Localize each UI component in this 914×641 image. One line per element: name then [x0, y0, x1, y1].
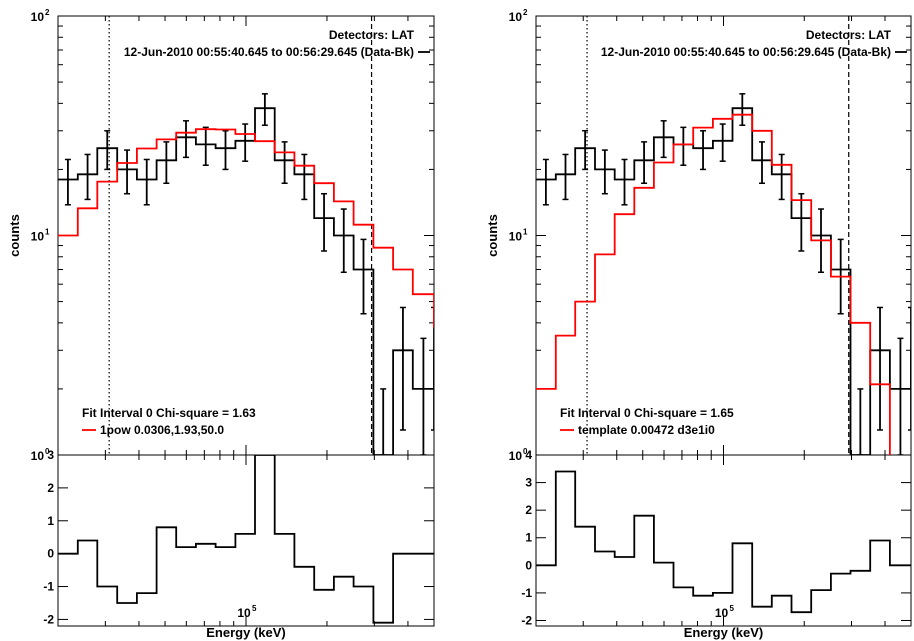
- residual-y-tick-label: 0: [47, 547, 54, 561]
- y-tick-label-exp: 2: [45, 8, 50, 17]
- y-tick-label-base: 10: [509, 230, 523, 244]
- model-legend-label: 1pow 0.0306,1.93,50.0: [100, 423, 224, 437]
- model-legend-label: template 0.00472 d3e1i0: [578, 423, 715, 437]
- y-ticks: [58, 15, 434, 456]
- y-axis-label: counts: [7, 214, 22, 257]
- residual-histogram: [536, 470, 911, 614]
- x-tick-label-exp: 5: [252, 604, 257, 613]
- detectors-label: Detectors: LAT: [329, 28, 415, 42]
- y-axis-label: counts: [485, 214, 500, 257]
- model-series: [536, 113, 891, 455]
- data-histogram: [536, 107, 911, 455]
- y-tick-label: 10 2: [509, 8, 528, 24]
- residual-y-tick-label: 1: [525, 531, 532, 545]
- model-series: [58, 128, 434, 328]
- y-tick-label: 10 1: [509, 228, 528, 244]
- x-tick-label: 10 5: [715, 604, 735, 620]
- residual-y-tick-label: 2: [47, 481, 54, 495]
- y-tick-label-exp: 1: [45, 228, 50, 237]
- residual-y-tick-label: 1: [47, 514, 54, 528]
- x-tick-label-exp: 5: [730, 604, 735, 613]
- model-histogram: [58, 128, 434, 328]
- x-axis-label: Energy (keV): [206, 625, 285, 640]
- residual-y-tick-label: -2: [521, 613, 532, 627]
- residual-plot-frame: [57, 454, 435, 627]
- residual-series: [536, 470, 911, 614]
- interval-label: 12-Jun-2010 00:55:40.645 to 00:56:29.645…: [601, 45, 891, 59]
- fit-interval-label: Fit Interval 0 Chi-square = 1.63: [82, 406, 256, 420]
- x-ticks: [535, 16, 912, 626]
- y-tick-label: 10 0: [509, 447, 528, 463]
- y-tick-label: 10 2: [31, 8, 50, 24]
- y-tick-label-base: 10: [31, 230, 45, 244]
- residual-y-tick-label: 2: [525, 503, 532, 517]
- y-tick-label-exp: 2: [523, 8, 528, 17]
- fit-interval-label: Fit Interval 0 Chi-square = 1.65: [560, 406, 734, 420]
- y-tick-label-exp: 1: [523, 228, 528, 237]
- residual-y-tick-label: 3: [525, 476, 532, 490]
- x-tick-label: 10 5: [237, 604, 257, 620]
- residual-y-tick-label: 3: [47, 448, 54, 462]
- y-tick-label-exp: 0: [45, 447, 50, 456]
- residual-y-tick-label: 0: [525, 558, 532, 572]
- x-ticks: [57, 16, 435, 626]
- x-tick-label-base: 10: [237, 606, 251, 620]
- y-tick-label-base: 10: [31, 10, 45, 24]
- residual-y-tick-label: -1: [43, 580, 54, 594]
- model-histogram: [536, 113, 891, 455]
- residual-histogram: [58, 455, 434, 624]
- y-tick-label: 10 1: [31, 228, 50, 244]
- main-plot-frame: [535, 15, 912, 456]
- residual-y-tick-label: -1: [521, 586, 532, 600]
- main-plot-frame: [57, 15, 435, 456]
- data-series: [536, 93, 911, 455]
- y-tick-label-base: 10: [509, 10, 523, 24]
- residual-plot-frame: [535, 454, 912, 627]
- y-tick-label-base: 10: [31, 449, 45, 463]
- detectors-label: Detectors: LAT: [806, 28, 892, 42]
- data-series: [58, 93, 434, 455]
- residual-y-tick-label: -2: [43, 612, 54, 626]
- y-tick-label-base: 10: [509, 449, 523, 463]
- residual-y-tick-label: 4: [525, 448, 532, 462]
- x-tick-label-base: 10: [715, 606, 729, 620]
- y-tick-label: 10 0: [31, 447, 50, 463]
- residual-series: [58, 455, 434, 624]
- y-tick-label-exp: 0: [523, 447, 528, 456]
- x-axis-label: Energy (keV): [684, 625, 763, 640]
- interval-label: 12-Jun-2010 00:55:40.645 to 00:56:29.645…: [124, 45, 414, 59]
- y-ticks: [536, 15, 911, 456]
